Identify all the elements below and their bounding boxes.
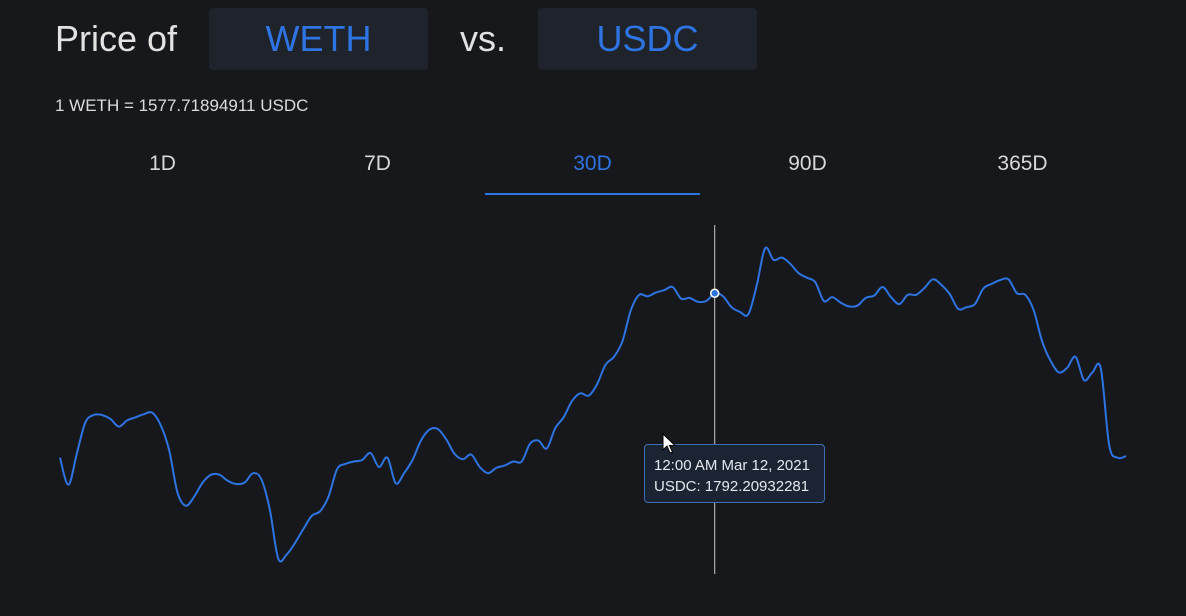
chart-tooltip: 12:00 AM Mar 12, 2021 USDC: 1792.2093228… <box>644 444 825 503</box>
tab-90d[interactable]: 90D <box>788 152 827 175</box>
tooltip-time: 12:00 AM Mar 12, 2021 <box>654 457 810 474</box>
tooltip-value: USDC: 1792.20932281 <box>654 478 810 495</box>
tab-7d[interactable]: 7D <box>364 152 391 175</box>
base-token-select[interactable]: WETH <box>209 8 429 70</box>
quote-token-select[interactable]: USDC <box>538 8 758 70</box>
hover-point <box>709 288 720 298</box>
price-header: Price of WETH vs. USDC <box>55 8 758 70</box>
mouse-cursor-icon <box>662 433 676 454</box>
price-series-line <box>59 246 1127 563</box>
tab-30d[interactable]: 30D <box>485 138 700 195</box>
tab-1d[interactable]: 1D <box>149 152 176 175</box>
price-of-label: Price of <box>55 18 178 59</box>
vs-label: vs. <box>460 18 507 59</box>
timeframe-tabs: 1D 7D 30D 90D 365D <box>55 138 1130 195</box>
exchange-rate-text: 1 WETH = 1577.71894911 USDC <box>55 96 309 115</box>
tab-365d[interactable]: 365D <box>997 152 1048 175</box>
